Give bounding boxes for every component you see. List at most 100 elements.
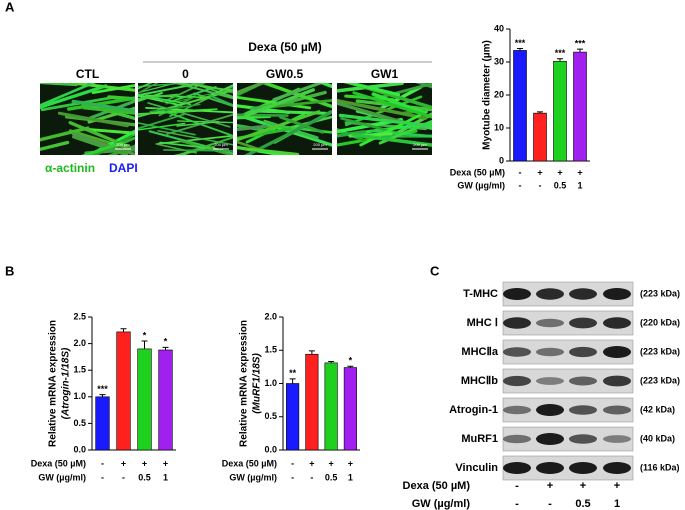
fiber [243,88,315,118]
fiber [82,106,135,115]
y-tick-label: 1.0 [264,378,277,388]
fiber [174,83,233,100]
band-size: (116 kDa) [640,462,680,472]
y-axis-label: Relative mRNA expression [48,320,59,447]
y-tick-label: 2.5 [73,311,86,321]
fiber [189,83,233,98]
y-axis-label: Relative mRNA expression [239,320,250,447]
y-tick-label: 20 [494,89,504,99]
fiber [157,129,233,146]
y-tick-label: 30 [494,56,504,66]
treatment-value: - [122,472,125,482]
fiber [40,83,78,87]
treatment-value: - [519,167,522,177]
treatment-label: Dexa (50 µM) [31,458,86,468]
significance: ** [289,368,297,378]
treatment-value: 1 [163,472,168,482]
error-bar [99,394,106,397]
fiber [237,110,321,142]
treatment-value: + [348,458,353,468]
band [536,404,564,416]
fiber [40,84,108,109]
band [536,288,564,300]
treatment-label: Dexa (50 µM) [222,458,277,468]
fiber [40,140,70,152]
y-tick-label: 1.0 [73,391,86,401]
band [503,347,531,357]
treatment-value: + [142,458,147,468]
error-bar [308,350,315,355]
fiber [337,101,406,125]
treatment-value: 0.5 [575,498,590,510]
band [603,435,631,443]
error-bar [557,58,563,62]
band [503,462,531,474]
y-tick-label: 2.0 [73,338,86,348]
treatment-value: + [309,458,314,468]
fiber [173,145,215,155]
fiber [138,83,153,90]
fiber [138,83,179,94]
fiber [237,145,293,155]
bar [324,362,338,451]
fiber [351,132,432,147]
bar [343,367,357,451]
fiber [243,110,332,155]
treatment-value: + [163,458,168,468]
band-size: (220 kDa) [640,317,680,327]
significance: * [164,337,168,347]
treatment-label: GW (µg/ml) [229,472,277,482]
treatment-value: - [539,180,542,190]
band-name: T-MHC [463,288,498,300]
error-bar [577,48,583,53]
fiber [91,84,135,95]
band-name: Atrogin-1 [449,404,498,416]
band-name: Vinculin [455,462,498,474]
fiber [279,115,325,134]
scale-bar-label: 200 µm [116,142,130,147]
treatment-label: Dexa (50 µM) [450,167,505,177]
scale-bar-label: 200 µm [313,142,327,147]
treatment-label: GW (µg/ml) [38,472,86,482]
fiber [159,141,211,150]
bar [573,51,587,162]
fiber [270,98,332,109]
fibers [237,83,332,155]
fiber [138,83,207,97]
treatment-value: - [291,472,294,482]
fiber [40,83,97,107]
fiber [138,83,194,88]
fibers [40,83,135,155]
fiber [107,144,135,155]
fiber [40,126,90,142]
fiber [149,103,201,113]
band [569,405,597,415]
band [569,462,597,474]
fiber [378,119,432,145]
micrograph-label: GW1 [371,67,399,81]
bar [533,112,547,162]
y-tick-label: 0.0 [73,444,86,454]
panel-label: B [5,263,14,278]
treatment-value: 0.5 [138,472,151,482]
treatment-value: - [515,480,519,492]
band [603,288,631,300]
fiber [237,146,300,155]
band-size: (223 kDa) [640,346,680,356]
error-bar [141,340,148,349]
fiber [68,129,135,152]
treatment-value: + [328,458,333,468]
fiber [57,111,129,128]
band [503,288,531,300]
y-tick-label: 0.5 [264,411,277,421]
band-size: (40 kDa) [640,433,675,443]
band [603,317,631,329]
band-name: MuRF1 [461,433,498,445]
treatment-value: + [580,480,586,492]
treatment-value: + [121,458,126,468]
y-tick-label: 1.5 [73,365,86,375]
fiber [263,119,319,140]
significance: *** [555,48,566,58]
significance: *** [97,384,108,394]
fiber [138,93,179,100]
